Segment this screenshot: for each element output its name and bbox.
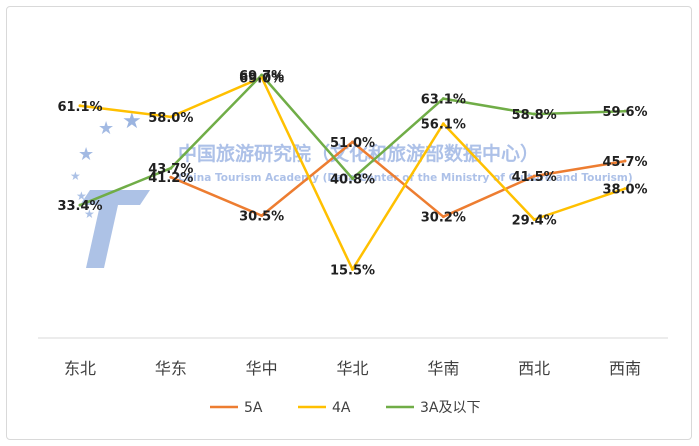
- data-label: 58.0%: [148, 111, 193, 126]
- x-tick-label: 华南: [427, 359, 459, 378]
- data-label: 59.6%: [602, 105, 647, 120]
- data-label: 56.1%: [421, 118, 466, 133]
- data-point: [260, 73, 264, 77]
- data-label: 38.0%: [602, 183, 647, 198]
- series-line-0: [170, 140, 626, 218]
- data-point: [623, 159, 627, 163]
- svg-text:★: ★: [122, 108, 142, 133]
- data-label: 40.8%: [330, 173, 375, 188]
- data-label: 58.8%: [512, 108, 557, 123]
- chart-frame: [6, 6, 692, 440]
- data-label: 30.5%: [239, 210, 284, 225]
- data-point: [441, 97, 445, 101]
- x-tick-label: 西北: [518, 359, 550, 378]
- data-point: [260, 75, 264, 79]
- data-label: 41.2%: [148, 171, 193, 186]
- data-point: [441, 215, 445, 219]
- svg-text:★: ★: [78, 144, 94, 164]
- svg-text:★: ★: [98, 118, 114, 138]
- svg-text:★: ★: [84, 207, 95, 221]
- svg-text:★: ★: [76, 189, 87, 203]
- legend-label: 3A及以下: [420, 400, 480, 416]
- x-tick-label: 华东: [155, 359, 187, 378]
- watermark-cn: 中国旅游研究院（文化和旅游部数据中心）: [178, 142, 539, 165]
- x-tick-label: 华北: [336, 359, 368, 378]
- data-point: [78, 104, 82, 108]
- data-label: 33.4%: [57, 199, 102, 214]
- data-point: [532, 174, 536, 178]
- data-label: 30.2%: [421, 211, 466, 226]
- data-label: 15.5%: [330, 263, 375, 278]
- data-label: 69.0%: [239, 71, 284, 86]
- data-point: [623, 109, 627, 113]
- x-tick-label: 华中: [246, 359, 278, 378]
- x-tick-label: 东北: [64, 359, 96, 378]
- legend-label: 5A: [244, 400, 263, 416]
- data-point: [169, 175, 173, 179]
- data-label: 29.4%: [512, 214, 557, 229]
- data-point: [351, 177, 354, 181]
- data-point: [532, 112, 536, 116]
- data-label: 61.1%: [57, 100, 102, 115]
- data-point: [441, 122, 445, 126]
- data-point: [351, 267, 354, 271]
- data-label: 43.7%: [148, 162, 193, 177]
- data-label: 69.7%: [239, 69, 284, 84]
- data-point: [169, 115, 173, 119]
- data-point: [260, 214, 264, 218]
- data-point: [78, 203, 82, 207]
- watermark-en: China Tourism Academy (Data Center of th…: [178, 172, 633, 184]
- watermark-logo-icon: ★ ★ ★ ★ ★ ★: [70, 108, 150, 268]
- data-label: 51.0%: [330, 136, 375, 151]
- data-point: [532, 218, 536, 222]
- data-point: [169, 166, 173, 170]
- data-label: 41.5%: [512, 170, 557, 185]
- watermark: ★ ★ ★ ★ ★ ★ 中国旅游研究院（文化和旅游部数据中心） China To…: [70, 108, 633, 268]
- data-label: 45.7%: [602, 155, 647, 170]
- data-label: 63.1%: [421, 93, 466, 108]
- svg-text:★: ★: [70, 169, 81, 183]
- legend-label: 4A: [332, 400, 351, 416]
- data-point: [623, 187, 627, 191]
- x-tick-label: 西南: [609, 359, 641, 378]
- data-point: [351, 140, 354, 144]
